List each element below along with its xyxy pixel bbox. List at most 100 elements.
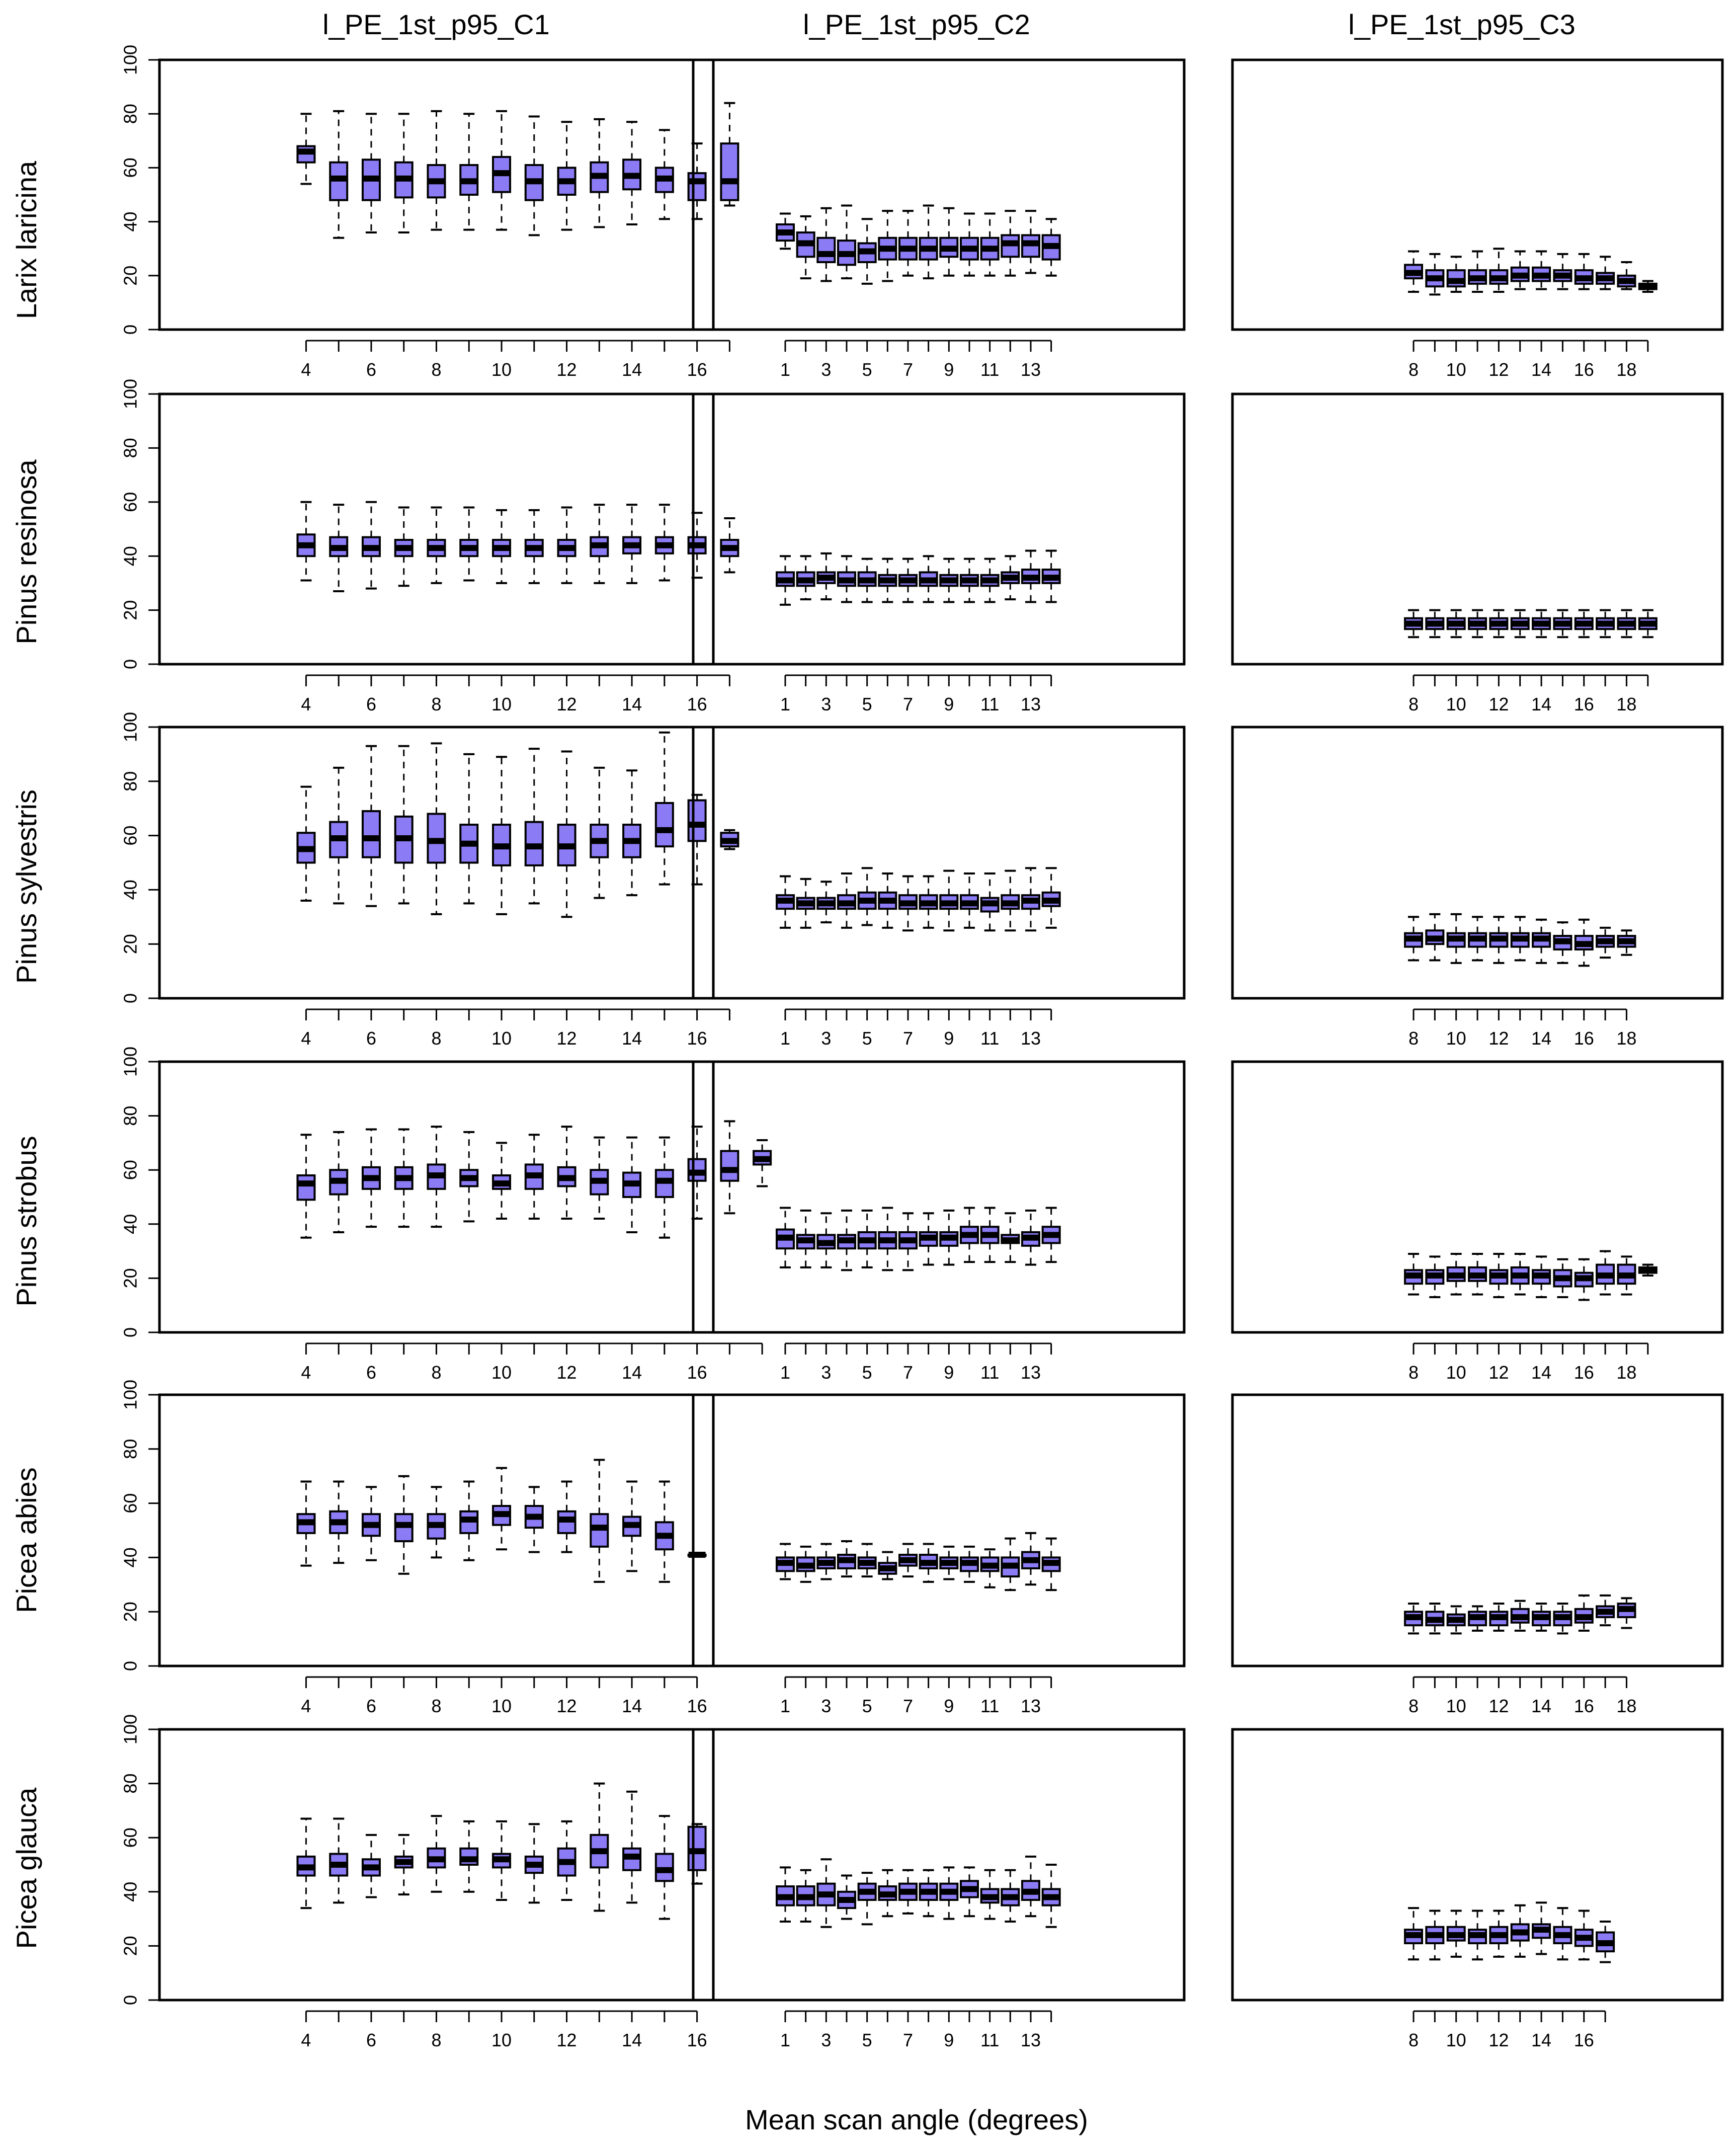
boxplot-box	[1510, 609, 1530, 639]
boxplot-box	[1596, 609, 1615, 639]
boxplot-box	[427, 1815, 446, 1893]
boxplot-box	[687, 1126, 707, 1220]
boxplot-box	[1553, 1603, 1573, 1635]
x-tick-label: 14	[1531, 2030, 1551, 2050]
boxplot-box	[1617, 609, 1636, 639]
x-tick-label: 16	[1574, 1362, 1594, 1383]
boxplot-box	[622, 1480, 642, 1572]
boxplot-box	[980, 1548, 1000, 1588]
y-tick-label: 60	[120, 1160, 141, 1180]
boxplot-box	[796, 1869, 815, 1923]
iqr-box	[720, 1150, 739, 1182]
boxplot-box	[960, 1866, 979, 1918]
boxplot-box	[898, 875, 918, 932]
x-tick-label: 9	[944, 2030, 954, 2050]
panel-4-3: 8 10 12 14 16 18	[1231, 1060, 1724, 1383]
y-tick-label: 100	[120, 712, 141, 742]
y-tick-label: 60	[120, 1493, 141, 1514]
x-tick-label: 16	[1574, 359, 1594, 380]
y-tick-label: 40	[120, 880, 141, 900]
boxplot-box	[1553, 1907, 1573, 1961]
x-tick-label: 16	[1574, 694, 1594, 714]
boxplot-box	[1510, 1252, 1530, 1296]
boxplot-box	[687, 512, 707, 579]
boxplot-box	[329, 766, 349, 905]
x-tick-label: 4	[301, 1696, 311, 1716]
y-tick-label: 100	[120, 379, 141, 409]
boxplot-box	[898, 1543, 918, 1578]
boxplot-box	[1596, 256, 1615, 290]
panel-frame	[1231, 1060, 1724, 1334]
x-tick-label: 4	[301, 359, 311, 380]
x-tick-label: 14	[1531, 694, 1551, 714]
boxplot-box	[753, 1139, 772, 1187]
boxplot-box	[1041, 1207, 1061, 1263]
boxplot-box	[776, 1543, 795, 1580]
boxplot-box	[590, 118, 609, 228]
boxplot-box	[816, 1543, 836, 1580]
boxplot-box	[1468, 1252, 1487, 1296]
x-tick-label: 9	[944, 1362, 954, 1383]
boxplot-box	[796, 215, 815, 280]
boxplot-box	[1001, 869, 1020, 932]
boxplot-box	[1041, 867, 1061, 929]
y-tick-label: 20	[120, 1602, 141, 1622]
x-tick-label: 7	[903, 694, 913, 714]
boxplot-box	[980, 558, 1000, 603]
x-tick-label: 16	[687, 1696, 707, 1716]
panel-3-2: 1 3 5 7 9 11 13	[692, 726, 1186, 1049]
boxplot-box	[1021, 867, 1040, 932]
boxplot-box	[1446, 609, 1466, 639]
x-tick-label: 10	[1446, 1696, 1466, 1716]
boxplot-box	[1532, 609, 1551, 639]
boxplot-box	[459, 1131, 479, 1223]
x-tick-label: 6	[366, 2030, 376, 2050]
panel-frame	[1231, 1393, 1724, 1667]
y-tick-label: 80	[120, 1106, 141, 1126]
boxplot-box	[1403, 1603, 1423, 1635]
iqr-box	[361, 810, 381, 858]
boxplot-box	[296, 1817, 316, 1909]
boxplot-box	[796, 555, 815, 601]
boxplot-box	[776, 875, 795, 929]
boxplot-box	[329, 1817, 349, 1904]
boxplot-box	[524, 115, 544, 236]
boxplot-box	[557, 121, 576, 231]
boxplot-box	[1596, 1920, 1615, 1963]
iqr-box	[687, 172, 707, 201]
iqr-box	[720, 142, 739, 201]
boxplot-box	[590, 1782, 609, 1912]
boxplot-box	[1574, 253, 1594, 290]
boxplot-box	[919, 1869, 938, 1918]
panel-1-1: 0 20 40 60 80 100 4 6 8 10 12 14 16	[120, 45, 739, 380]
panel-3-1: 0 20 40 60 80 100 4 6 8 10 12 14 16	[120, 712, 739, 1049]
boxplot-box	[654, 1480, 674, 1583]
x-tick-label: 10	[1446, 359, 1466, 380]
x-tick-label: 3	[821, 1696, 831, 1716]
boxplot-box	[1489, 609, 1509, 639]
boxplot-box	[329, 1480, 349, 1564]
boxplot-box	[1574, 609, 1594, 639]
boxplot-box	[960, 558, 979, 603]
boxplot-box	[361, 1128, 381, 1228]
x-tick-label: 8	[1409, 2030, 1419, 2050]
boxplot-box	[1041, 218, 1061, 277]
x-tick-label: 18	[1616, 1362, 1636, 1383]
boxplot-box	[296, 113, 316, 185]
x-tick-label: 3	[821, 1362, 831, 1383]
x-tick-label: 12	[1489, 359, 1509, 380]
x-tick-label: 8	[1409, 1362, 1419, 1383]
panel-frame	[1231, 726, 1724, 1000]
boxplot-box	[557, 1126, 576, 1220]
boxplot-box	[857, 867, 877, 926]
boxplot-box	[857, 558, 877, 603]
boxplot-box	[492, 1820, 512, 1901]
boxplot-box	[1425, 1909, 1445, 1961]
boxplot-box	[1596, 926, 1615, 959]
boxplot-box	[857, 1872, 877, 1926]
boxplot-box	[1021, 1855, 1040, 1918]
boxplot-box	[427, 1126, 446, 1228]
boxplot-box	[776, 555, 795, 606]
boxplot-box	[492, 509, 512, 584]
row-label-pinus-strobus: Pinus strobus	[11, 1136, 42, 1306]
